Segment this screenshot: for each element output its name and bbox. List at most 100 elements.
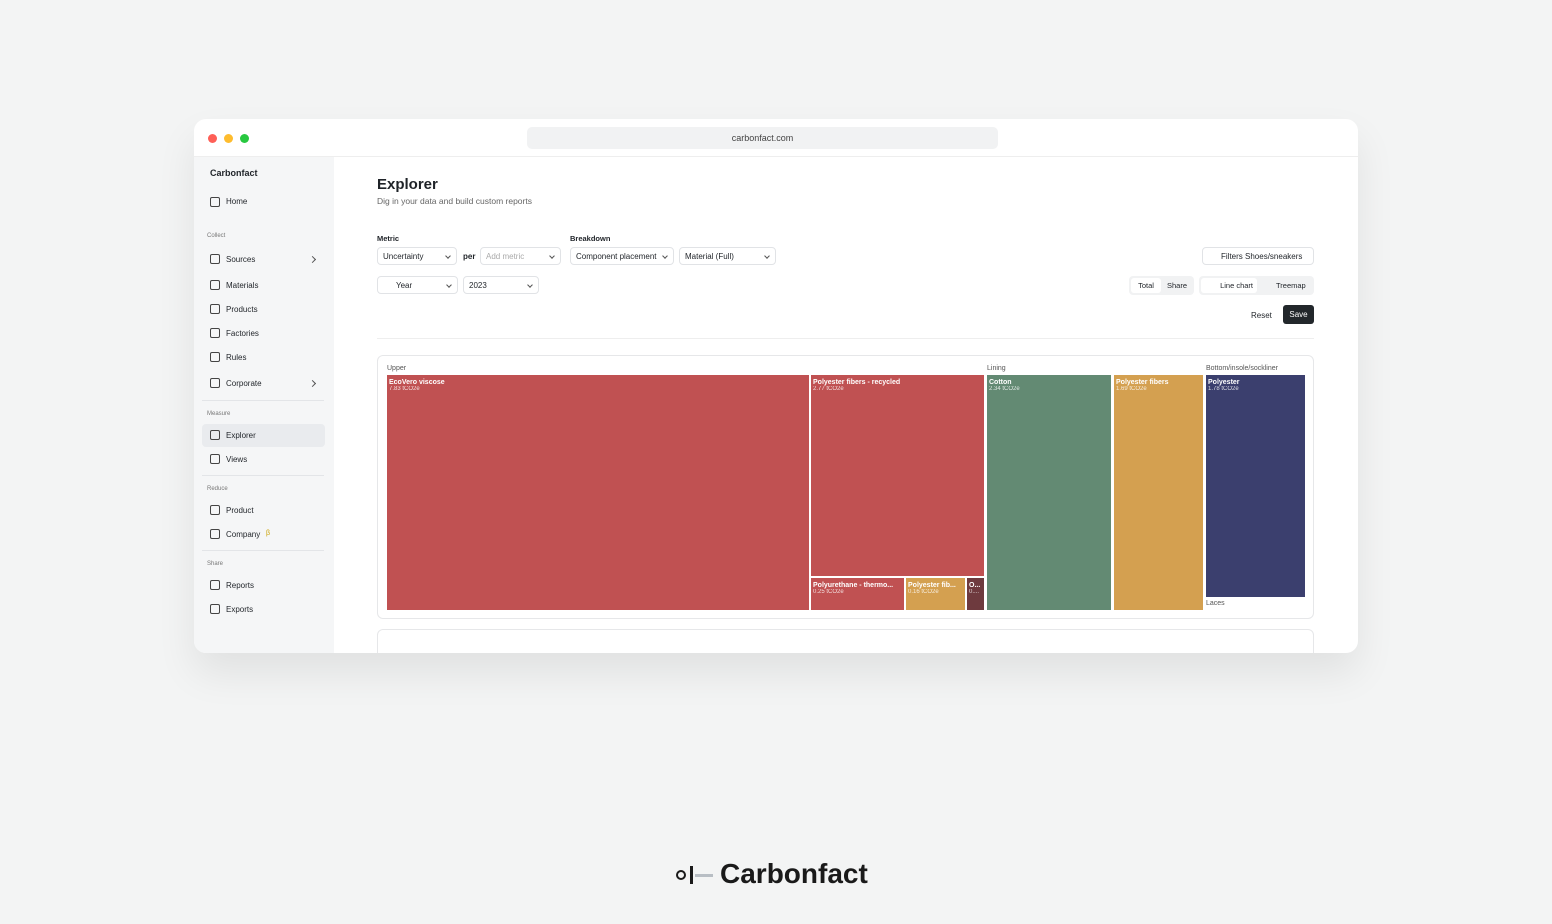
- icon: [210, 529, 220, 539]
- nav-item[interactable]: Company: [226, 530, 261, 539]
- icon: [210, 430, 220, 440]
- group-label: Lining: [987, 365, 1006, 372]
- dropdown[interactable]: Material (Full): [679, 247, 776, 265]
- icon: [210, 304, 220, 314]
- min-dot[interactable]: [224, 134, 233, 143]
- icon: [210, 505, 220, 515]
- treemap-tile[interactable]: Cotton 2.34 tCO2e: [987, 375, 1111, 610]
- icon: [210, 280, 220, 290]
- tile-label: Polyurethane - thermo...: [813, 582, 894, 589]
- page-subtitle: Dig in your data and build custom report…: [377, 196, 532, 206]
- dropdown[interactable]: Component placement: [570, 247, 674, 265]
- treemap-tile[interactable]: EcoVero viscose 7.83 tCO2e: [387, 375, 809, 610]
- nav-item[interactable]: Corporate: [226, 379, 262, 388]
- logo-mark: [690, 866, 693, 884]
- nav-item[interactable]: Rules: [226, 353, 247, 362]
- treemap-tile[interactable]: Polyester fibers - recycled 2.77 tCO2e: [811, 375, 984, 576]
- divider: [202, 475, 324, 476]
- nav-item[interactable]: Reports: [226, 581, 255, 590]
- section-title: Collect: [207, 233, 226, 239]
- sidebar: Carbonfact Home Collect Sources Materials P…: [194, 157, 334, 653]
- tile-label: Polyester fib...: [908, 582, 956, 589]
- logo-mark: [676, 870, 686, 880]
- tile-value: 1.69 tCO2e: [1116, 386, 1147, 392]
- beta-badge: β: [266, 530, 271, 537]
- tile-label: Polyester fibers - recycled: [813, 379, 901, 386]
- group-label: Laces: [1206, 600, 1225, 607]
- treemap-tile[interactable]: Polyester fib... 0.16 tCO2e: [906, 578, 965, 610]
- icon: [210, 378, 220, 388]
- divider: [202, 550, 324, 551]
- footer-brand: Carbonfact: [720, 858, 868, 889]
- divider: [194, 156, 1358, 157]
- icon: [210, 454, 220, 464]
- dropdown[interactable]: Year: [377, 276, 458, 294]
- tile-value: 1.78 tCO2e: [1208, 386, 1239, 392]
- treemap-tile[interactable]: Polyurethane - thermo... 0.25 tCO2e: [811, 578, 904, 610]
- save-button[interactable]: Save: [1283, 305, 1314, 324]
- logo-mark: [695, 874, 713, 877]
- section-title: Share: [207, 561, 224, 567]
- nav-item[interactable]: Products: [226, 305, 258, 314]
- nav-item[interactable]: Factories: [226, 329, 259, 338]
- toggle-option[interactable]: Total: [1131, 278, 1161, 293]
- nav-item[interactable]: Views: [226, 455, 248, 464]
- label: Filters: [1221, 252, 1243, 261]
- browser-window: carbonfact.com Carbonfact Home Collect So…: [194, 119, 1358, 653]
- dropdown[interactable]: Add metric: [480, 247, 561, 265]
- nav-item[interactable]: Explorer: [226, 431, 256, 440]
- icon: [210, 604, 220, 614]
- dropdown[interactable]: 2023: [463, 276, 539, 294]
- toggle-option[interactable]: Treemap: [1276, 281, 1306, 290]
- nav-item[interactable]: Home: [226, 197, 248, 206]
- chevron: [308, 379, 317, 388]
- close-dot[interactable]: [208, 134, 217, 143]
- nav-item[interactable]: Exports: [226, 605, 254, 614]
- tile-label: Cotton: [989, 379, 1012, 386]
- dropdown[interactable]: Uncertainty: [377, 247, 457, 265]
- treemap-tile[interactable]: O... 0....: [967, 578, 984, 610]
- chevron: [308, 255, 317, 264]
- tile-label: EcoVero viscose: [389, 379, 445, 386]
- reset-button[interactable]: Reset: [1251, 311, 1272, 320]
- icon: [210, 197, 220, 207]
- icon: [210, 352, 220, 362]
- tile-label: O...: [969, 582, 981, 589]
- label: Breakdown: [570, 234, 611, 243]
- section-title: Reduce: [207, 486, 228, 492]
- group-label: Upper: [387, 365, 407, 372]
- group-label: Bottom/insole/sockliner: [1206, 365, 1278, 372]
- brand: Carbonfact: [210, 168, 258, 178]
- section-title: Measure: [207, 411, 231, 417]
- tile-value: 7.83 tCO2e: [389, 386, 420, 392]
- nav-item[interactable]: Materials: [226, 281, 259, 290]
- filters-button[interactable]: Filters Shoes/sneakers: [1202, 247, 1314, 265]
- icon: [210, 580, 220, 590]
- address-bar[interactable]: carbonfact.com: [527, 127, 998, 149]
- tile-label: Polyester fibers: [1116, 379, 1169, 386]
- table-card: [377, 629, 1314, 653]
- toggle-option[interactable]: Line chart: [1201, 278, 1257, 293]
- toggle-option[interactable]: Share: [1166, 281, 1187, 290]
- tile-label: Polyester: [1208, 379, 1240, 386]
- nav-item[interactable]: Product: [226, 506, 254, 515]
- tile-value: 2.34 tCO2e: [989, 386, 1020, 392]
- page-title: Explorer: [377, 176, 438, 193]
- treemap-tile[interactable]: Polyester fibers 1.69 tCO2e: [1114, 375, 1203, 610]
- tile-value: 0.16 tCO2e: [908, 589, 939, 595]
- icon: [210, 254, 220, 264]
- label: per: [463, 252, 476, 261]
- divider: [202, 400, 324, 401]
- tile-value: 0.25 tCO2e: [813, 589, 844, 595]
- label: Metric: [377, 234, 400, 243]
- tile-value: 2.77 tCO2e: [813, 386, 844, 392]
- max-dot[interactable]: [240, 134, 249, 143]
- active-bg: [202, 424, 325, 447]
- treemap: Upper EcoVero viscose 7.83 tCO2e Polyester …: [377, 355, 1314, 619]
- treemap-tile[interactable]: Polyester 1.78 tCO2e: [1206, 375, 1305, 597]
- nav-item[interactable]: Sources: [226, 255, 256, 264]
- icon: [210, 328, 220, 338]
- tile-value: 0....: [969, 589, 980, 595]
- filter-value: Shoes/sneakers: [1245, 252, 1303, 261]
